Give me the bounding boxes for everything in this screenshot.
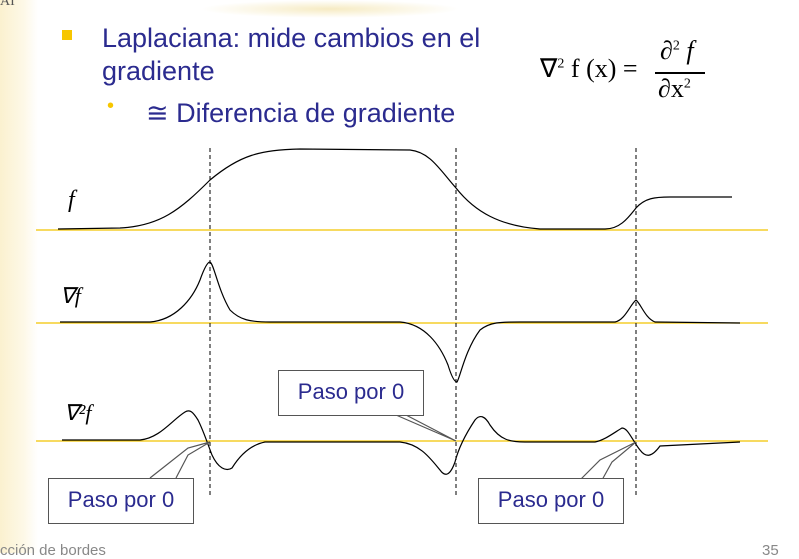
fraction-bar: [655, 72, 705, 74]
callout-zero-crossing-right: Paso por 0: [478, 478, 624, 524]
curve-gradient: [60, 261, 741, 383]
bullet-dot-icon: •: [107, 95, 115, 117]
decorative-top-glow: [200, 0, 460, 18]
nabla-exponent: 2: [557, 56, 565, 72]
page-number: 35: [762, 542, 779, 559]
laplacian-formula: ∇2 f (x) = ∂2 f ∂x2: [540, 36, 740, 106]
decorative-left-bar: [0, 0, 38, 553]
numerator-exponent: 2: [672, 38, 680, 54]
denominator-text: ∂x: [658, 74, 684, 103]
curve-laplacian: [62, 410, 741, 475]
denominator-exponent: 2: [683, 76, 691, 92]
formula-lhs-rest: f (x) =: [564, 54, 638, 83]
callout-pointer-1: [149, 441, 211, 479]
numerator-f: f: [679, 36, 694, 65]
bullet-text-diferencia: ≅ Diferencia de gradiente: [146, 98, 456, 128]
curve-f: [57, 148, 732, 230]
bullet-text-laplaciana: Laplaciana: mide cambios en el gradiente: [102, 23, 481, 86]
callout-zero-crossing-middle: Paso por 0: [278, 370, 424, 416]
formula-denominator: ∂x2: [658, 74, 691, 104]
corner-letter: AI: [0, 0, 15, 9]
formula-numerator: ∂2 f: [660, 36, 694, 66]
formula-lhs: ∇2 f (x) =: [540, 54, 638, 84]
partial-symbol: ∂: [660, 36, 673, 65]
callout-zero-crossing-left: Paso por 0: [48, 478, 194, 524]
label-grad-f: ∇f: [60, 283, 84, 308]
callout-pointer-2: [395, 414, 457, 442]
nabla-symbol: ∇: [540, 54, 558, 83]
label-f: f: [68, 187, 78, 213]
bullet-square-icon: [62, 30, 72, 40]
label-laplacian-f: ∇²f: [64, 400, 94, 425]
callout-pointer-3: [579, 441, 637, 481]
footer-title: cción de bordes: [0, 542, 106, 559]
